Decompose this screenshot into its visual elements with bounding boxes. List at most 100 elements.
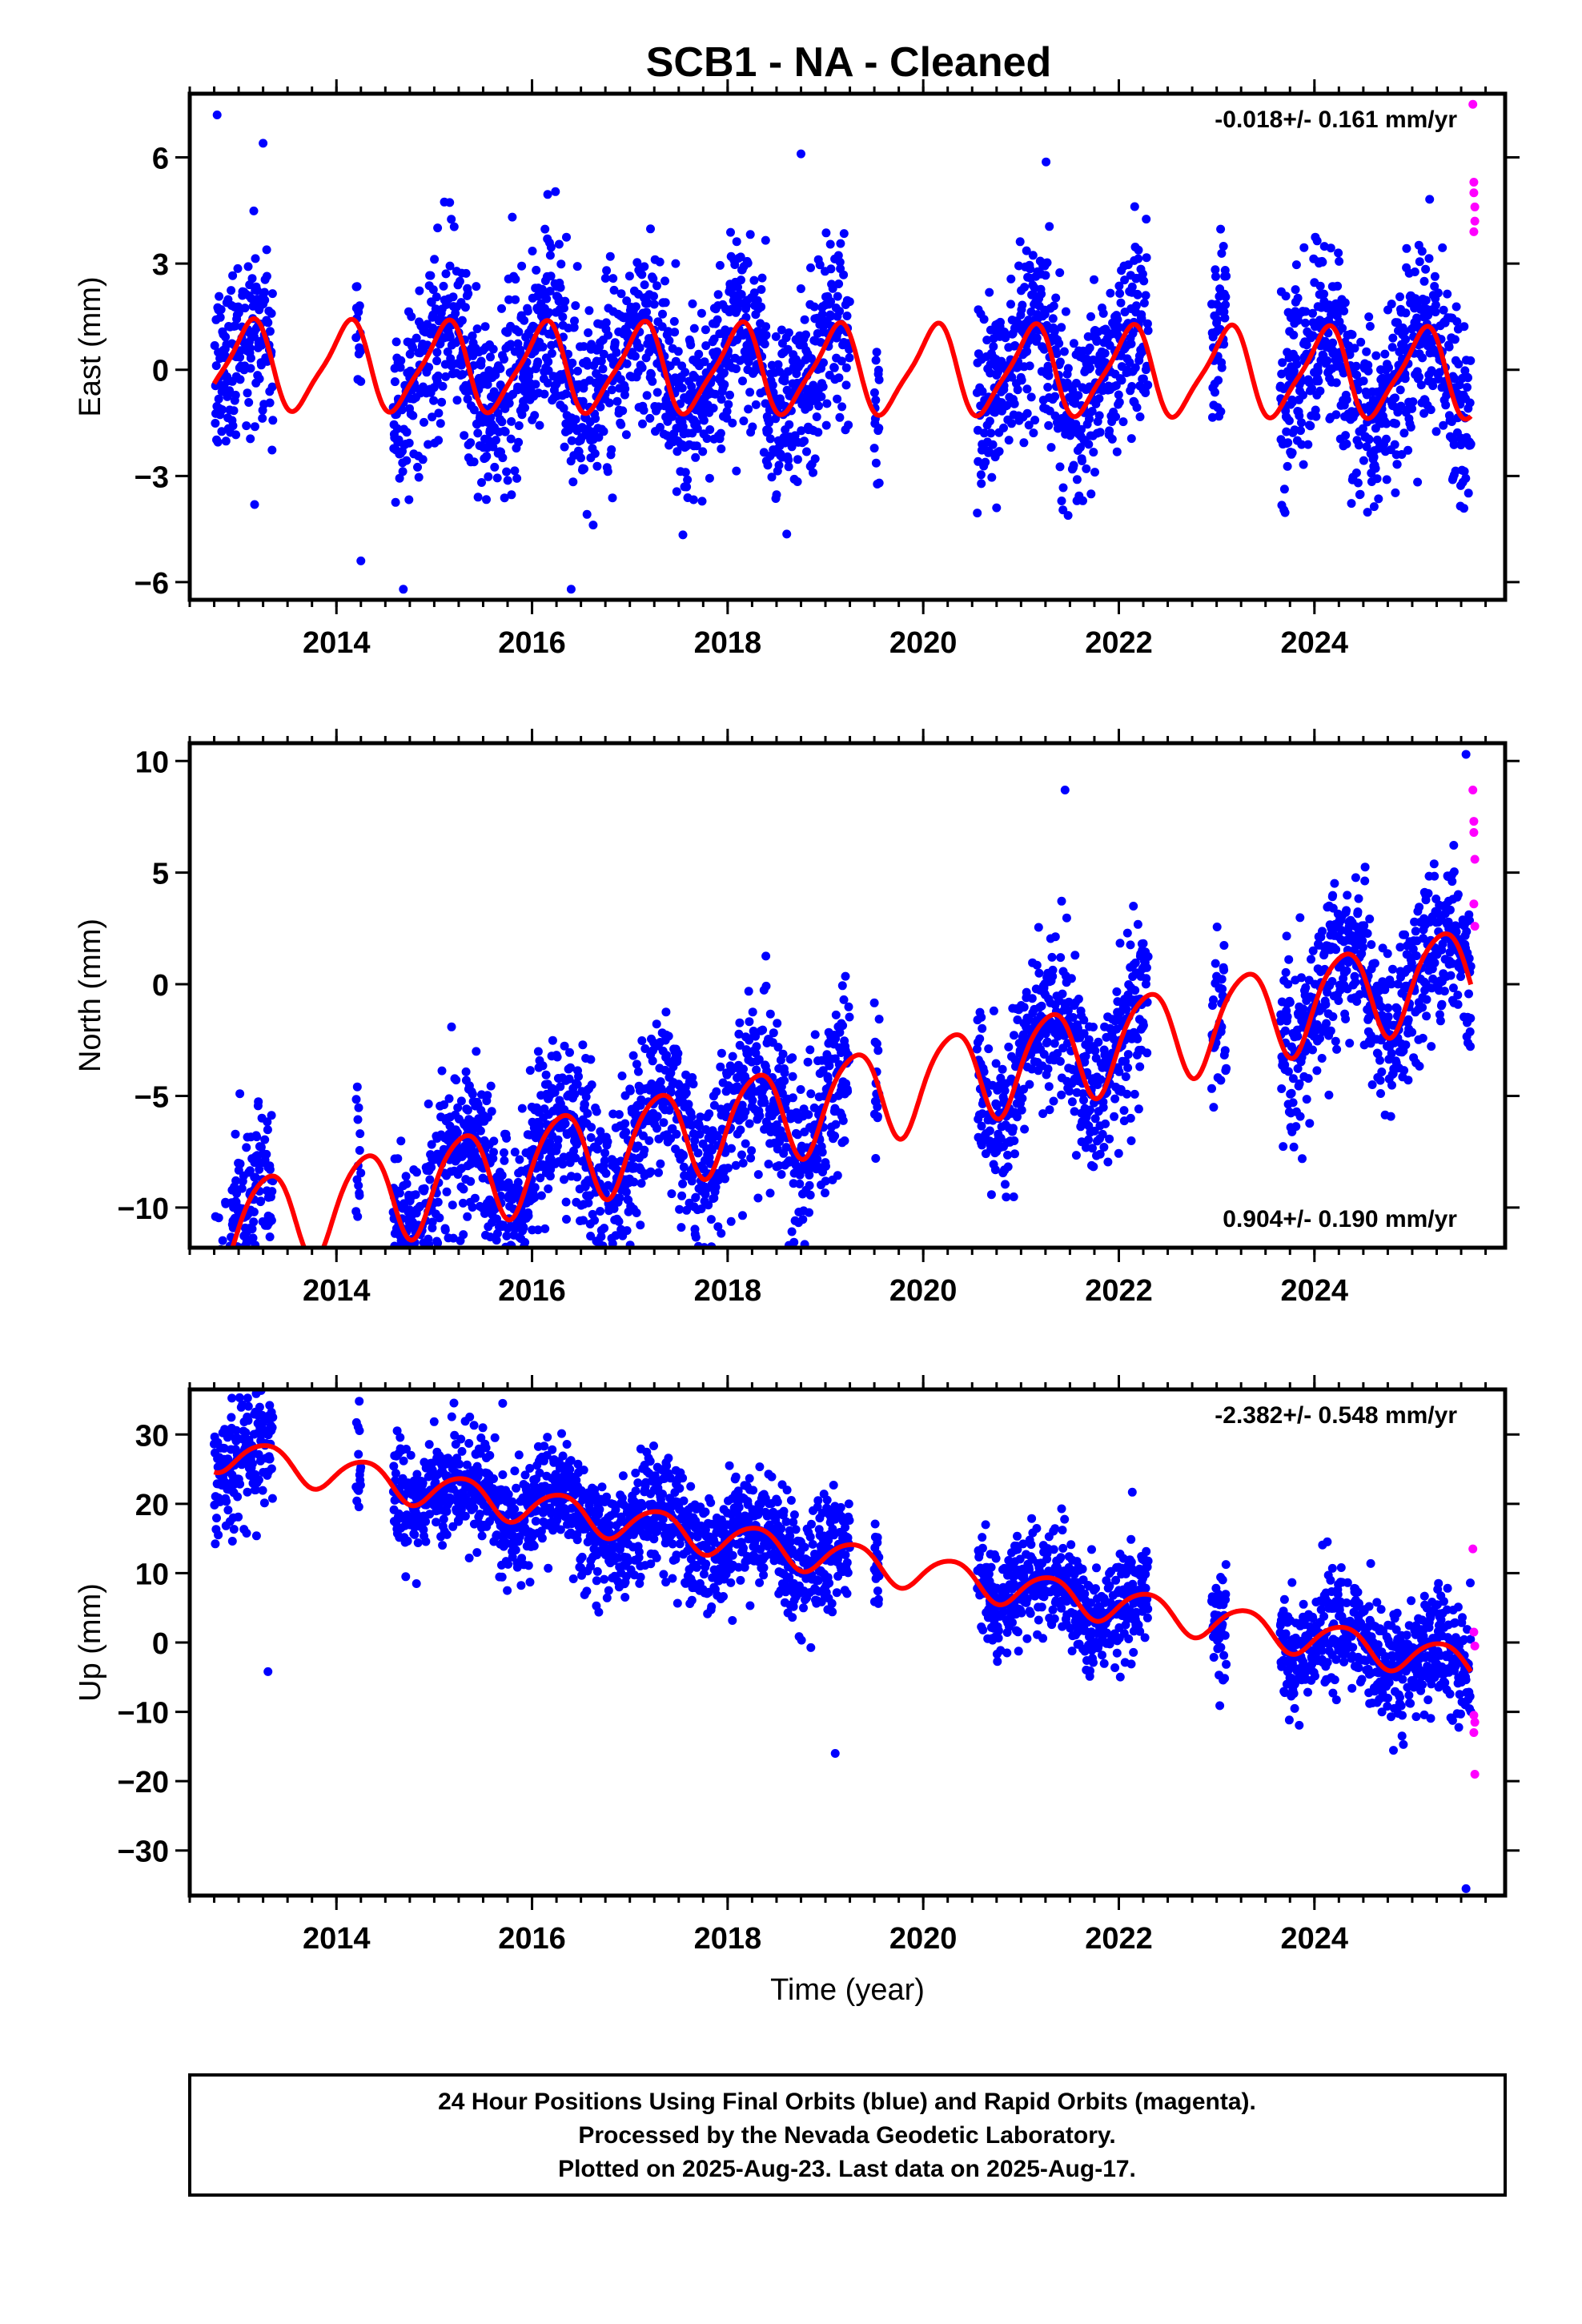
final-orbit-point <box>430 255 440 264</box>
final-orbit-point <box>1133 919 1142 929</box>
final-orbit-point <box>606 1263 615 1272</box>
final-orbit-point <box>1460 467 1469 476</box>
final-orbit-point <box>992 503 1002 513</box>
final-orbit-point <box>523 307 532 316</box>
final-orbit-point <box>720 368 729 378</box>
final-orbit-point <box>637 363 647 372</box>
final-orbit-point <box>736 1125 745 1135</box>
final-orbit-point <box>1089 1162 1098 1172</box>
final-orbit-point <box>1431 427 1441 436</box>
final-orbit-point <box>436 1253 444 1262</box>
final-orbit-point <box>738 1158 748 1168</box>
final-orbit-point <box>495 1259 504 1268</box>
final-orbit-point <box>1280 1026 1290 1035</box>
final-orbit-point <box>1282 427 1291 436</box>
final-orbit-point <box>215 1273 223 1282</box>
final-orbit-point <box>227 1297 236 1306</box>
final-orbit-point <box>773 1043 783 1052</box>
final-orbit-point <box>780 376 789 386</box>
final-orbit-point <box>498 453 508 463</box>
final-orbit-point <box>426 1272 435 1281</box>
final-orbit-point <box>745 388 755 397</box>
final-orbit-point <box>1402 243 1411 253</box>
final-orbit-point <box>469 405 479 415</box>
final-orbit-point <box>1126 434 1136 444</box>
final-orbit-point <box>998 1064 1007 1074</box>
final-orbit-point <box>1086 363 1094 372</box>
final-orbit-point <box>566 1063 575 1072</box>
final-orbit-point <box>822 399 832 408</box>
final-orbit-point <box>737 1150 746 1160</box>
final-orbit-point <box>873 1112 882 1121</box>
final-orbit-point <box>1369 502 1379 512</box>
final-orbit-point <box>447 1022 456 1031</box>
final-orbit-point <box>217 1335 226 1344</box>
final-orbit-point <box>1295 411 1304 420</box>
final-orbit-point <box>503 476 512 485</box>
final-orbit-point <box>1029 428 1038 438</box>
final-orbit-point <box>426 1256 435 1265</box>
final-orbit-point <box>517 410 527 420</box>
final-orbit-point <box>1380 349 1390 359</box>
final-orbit-point <box>355 1191 364 1200</box>
final-orbit-point <box>801 330 810 340</box>
final-orbit-point <box>393 1154 403 1164</box>
final-orbit-point <box>433 371 443 380</box>
final-orbit-point <box>560 296 570 306</box>
final-orbit-point <box>1299 460 1308 469</box>
final-orbit-point <box>1319 289 1329 299</box>
final-orbit-point <box>391 337 401 347</box>
final-orbit-point <box>231 430 241 440</box>
final-orbit-point <box>432 292 441 302</box>
final-orbit-point <box>558 1160 568 1169</box>
final-orbit-point <box>590 448 600 458</box>
final-orbit-point <box>763 460 773 470</box>
final-orbit-point <box>572 1080 582 1089</box>
final-orbit-point <box>551 187 560 196</box>
final-orbit-point <box>701 341 711 351</box>
final-orbit-point <box>412 1168 421 1177</box>
final-orbit-point <box>420 1184 429 1193</box>
final-orbit-point <box>692 441 701 451</box>
final-orbit-point <box>790 431 800 440</box>
final-orbit-point <box>1421 296 1431 305</box>
final-orbit-point <box>1280 508 1290 517</box>
final-orbit-point <box>1018 1094 1027 1104</box>
final-orbit-point <box>1143 952 1153 961</box>
final-orbit-point <box>424 363 434 372</box>
final-orbit-point <box>561 1197 571 1207</box>
final-orbit-point <box>1382 475 1391 485</box>
final-orbit-point <box>540 224 550 234</box>
final-orbit-point <box>985 416 994 426</box>
final-orbit-point <box>1098 308 1108 318</box>
final-orbit-point <box>1038 1109 1048 1119</box>
final-orbit-point <box>1289 1142 1299 1152</box>
final-orbit-point <box>1024 420 1034 430</box>
final-orbit-point <box>453 1103 463 1112</box>
final-orbit-point <box>1142 1048 1152 1058</box>
final-orbit-point <box>1004 436 1014 445</box>
final-orbit-point <box>831 1120 841 1129</box>
final-orbit-point <box>1142 319 1152 328</box>
final-orbit-point <box>599 349 608 359</box>
final-orbit-point <box>1142 253 1151 263</box>
final-orbit-point <box>869 998 879 1007</box>
final-orbit-point <box>630 352 640 361</box>
final-orbit-point <box>1130 363 1140 372</box>
final-orbit-point <box>1050 1039 1059 1048</box>
final-orbit-point <box>752 1042 761 1051</box>
final-orbit-point <box>1426 405 1435 415</box>
final-orbit-point <box>1334 248 1343 258</box>
final-orbit-point <box>1401 335 1411 344</box>
final-orbit-point <box>1301 318 1310 328</box>
final-orbit-point <box>606 1307 615 1316</box>
final-orbit-point <box>535 420 544 430</box>
final-orbit-point <box>455 276 464 286</box>
final-orbit-point <box>501 1311 510 1320</box>
final-orbit-point <box>665 336 674 345</box>
final-orbit-point <box>764 1160 773 1169</box>
final-orbit-point <box>677 1223 686 1232</box>
final-orbit-point <box>1010 1136 1019 1145</box>
final-orbit-point <box>637 1036 647 1045</box>
final-orbit-point <box>1220 313 1230 323</box>
